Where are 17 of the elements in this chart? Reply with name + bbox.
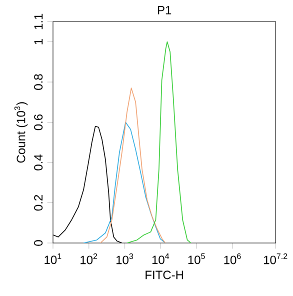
x-tick-label: 10$^{4}$	[152, 253, 170, 264]
x-tick-label: 10$^{7.2}$	[264, 253, 288, 264]
x-tick-label: 10$^{3}$	[116, 253, 134, 264]
x-axis-title: FITC-H	[146, 270, 184, 280]
y-tick-label: 0	[34, 240, 43, 246]
y-tick-label: 0.6	[34, 114, 43, 130]
x-tick-label: 10$^{6}$	[224, 253, 241, 264]
x-tick-label: 10$^{2}$	[80, 253, 98, 264]
y-tick-label: 0.8	[34, 74, 43, 90]
y-tick-label: 0.2	[34, 195, 43, 211]
y-axis-title: Count (10$^{3}$)	[14, 102, 28, 163]
x-tick-label: 10$^{5}$	[188, 253, 206, 264]
chart-title: P1	[158, 6, 172, 14]
y-tick-label: 1	[34, 39, 43, 44]
x-tick-label: 10$^{1}$	[44, 253, 62, 264]
y-tick-label: 1.1	[34, 14, 43, 30]
y-tick-label: 0.4	[34, 154, 43, 170]
